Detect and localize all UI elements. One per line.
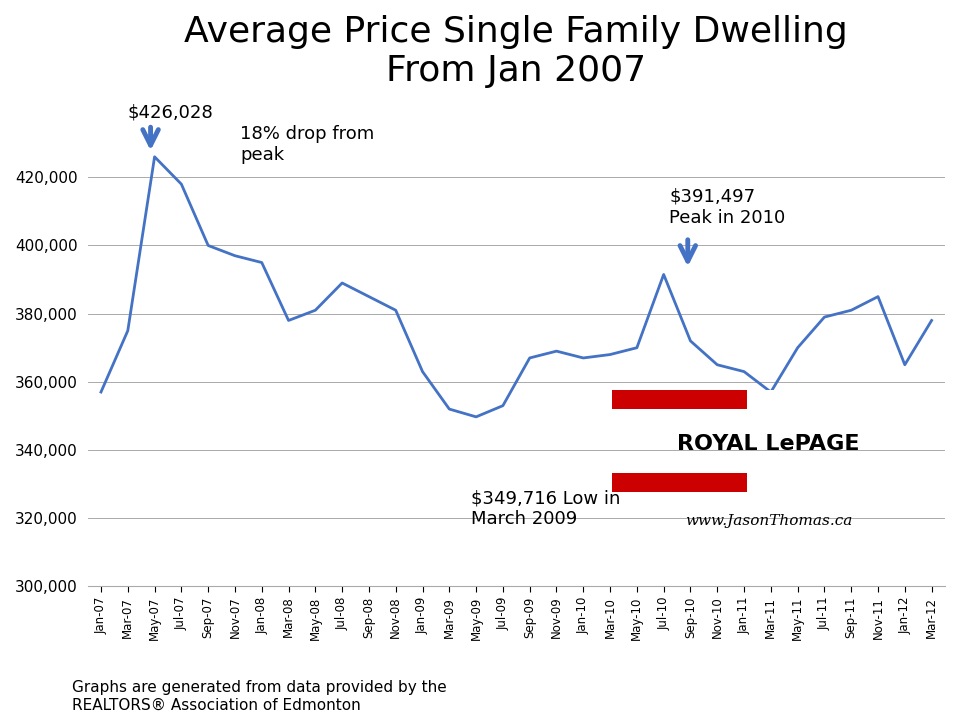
Text: Graphs are generated from data provided by the
REALTORS® Association of Edmonton: Graphs are generated from data provided … bbox=[72, 680, 446, 713]
Text: $349,716 Low in
March 2009: $349,716 Low in March 2009 bbox=[470, 490, 620, 528]
Text: $391,497
Peak in 2010: $391,497 Peak in 2010 bbox=[669, 188, 785, 227]
Text: ROYAL LePAGE: ROYAL LePAGE bbox=[677, 434, 860, 454]
Bar bbox=[755, 473, 924, 492]
Bar bbox=[612, 473, 747, 492]
Text: www.JasonThomas.ca: www.JasonThomas.ca bbox=[684, 514, 852, 528]
Title: Average Price Single Family Dwelling
From Jan 2007: Average Price Single Family Dwelling Fro… bbox=[184, 15, 849, 89]
Text: 18% drop from
peak: 18% drop from peak bbox=[240, 125, 374, 163]
Bar bbox=[755, 390, 924, 409]
Bar bbox=[612, 390, 747, 409]
Text: $426,028: $426,028 bbox=[128, 103, 213, 121]
